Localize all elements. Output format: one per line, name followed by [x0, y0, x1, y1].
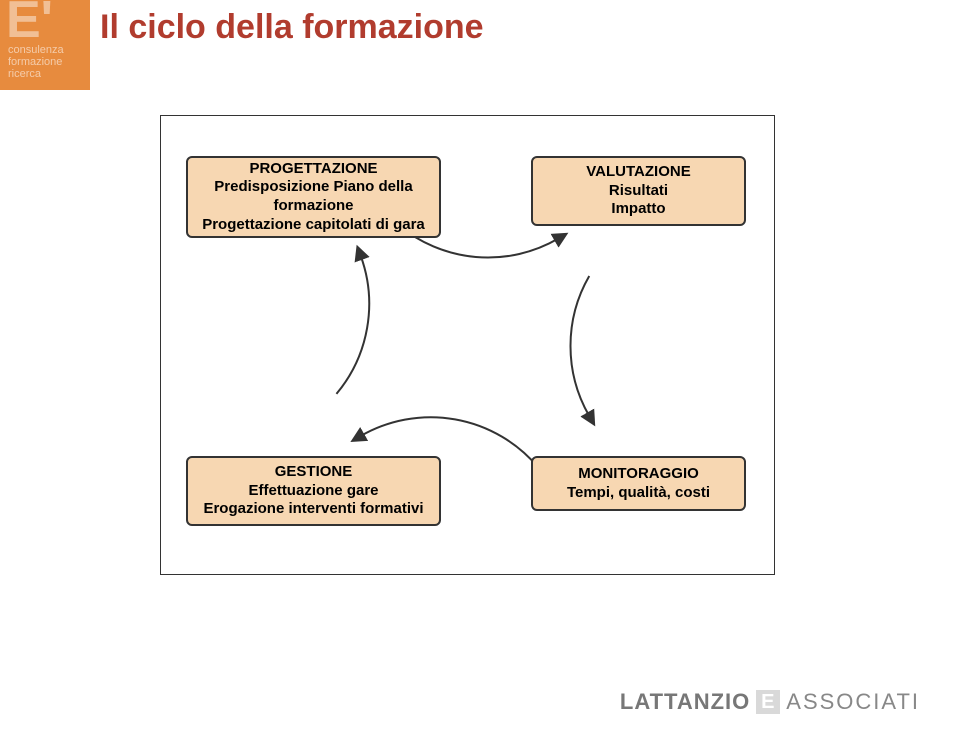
- footer-brand-2: ASSOCIATI: [786, 689, 920, 715]
- box-valutazione: VALUTAZIONERisultatiImpatto: [531, 156, 746, 226]
- footer-e-icon: E: [756, 690, 780, 714]
- cycle-arc-1: [336, 256, 369, 394]
- box-progettazione: PROGETTAZIONEPredisposizione Piano della…: [186, 156, 441, 238]
- cycle-arc-3: [570, 276, 589, 416]
- box-gestione: GESTIONEEffettuazione gareErogazione int…: [186, 456, 441, 526]
- brand-logo-line: formazione: [8, 56, 64, 68]
- brand-logo: E' consulenza formazione ricerca: [0, 0, 90, 90]
- brand-logo-lines: consulenza formazione ricerca: [8, 44, 64, 80]
- box-progettazione-line: PROGETTAZIONE: [194, 160, 433, 179]
- brand-logo-line: consulenza: [8, 44, 64, 56]
- footer-logo: LATTANZIO E ASSOCIATI: [620, 689, 920, 715]
- box-progettazione-line: Predisposizione Piano della: [194, 178, 433, 197]
- brand-logo-glyph: E': [6, 0, 53, 46]
- box-progettazione-line: Progettazione capitolati di gara: [194, 216, 433, 235]
- box-valutazione-line: Impatto: [539, 200, 738, 219]
- box-monitoraggio: MONITORAGGIOTempi, qualità, costi: [531, 456, 746, 511]
- brand-logo-line: ricerca: [8, 68, 64, 80]
- box-gestione-line: GESTIONE: [194, 463, 433, 482]
- footer-brand-1: LATTANZIO: [620, 689, 750, 715]
- box-progettazione-line: formazione: [194, 197, 433, 216]
- box-monitoraggio-line: Tempi, qualità, costi: [539, 484, 738, 503]
- box-valutazione-line: VALUTAZIONE: [539, 163, 738, 182]
- box-gestione-line: Effettuazione gare: [194, 482, 433, 501]
- diagram-frame: PROGETTAZIONEPredisposizione Piano della…: [160, 115, 775, 575]
- box-gestione-line: Erogazione interventi formativi: [194, 500, 433, 519]
- page-title: Il ciclo della formazione: [100, 8, 484, 47]
- box-monitoraggio-line: MONITORAGGIO: [539, 465, 738, 484]
- box-valutazione-line: Risultati: [539, 182, 738, 201]
